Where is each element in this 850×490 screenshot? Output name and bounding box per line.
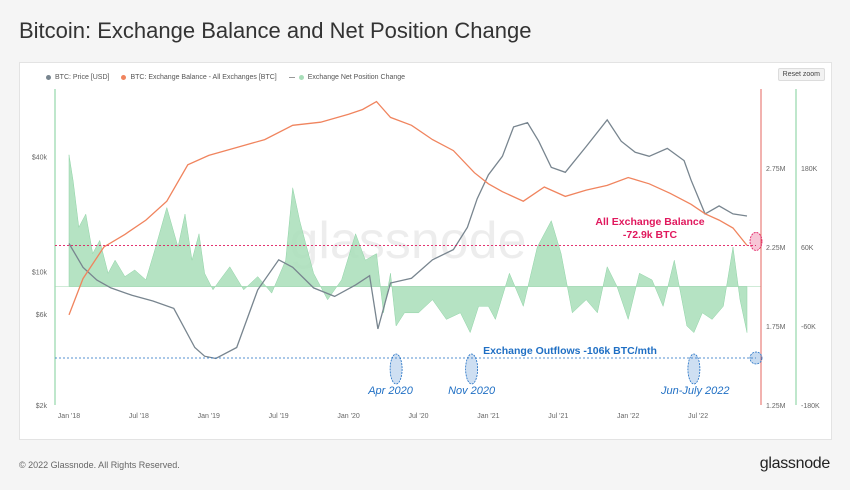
y-netpos-tick-label: -180K (801, 403, 820, 410)
legend-netpos-marker (288, 76, 295, 78)
y-netpos-tick-label: -60K (801, 324, 816, 331)
price-line (68, 118, 748, 360)
x-tick-label: Jan '21 (477, 413, 499, 420)
x-tick-label: Jul '18 (129, 413, 149, 420)
chart-card: glassnode Jan '18 Jul '18 Jan '19 Jul '19 Jan… (19, 62, 832, 440)
balance-annotation-line1: All Exchange Balance (595, 216, 704, 228)
x-tick-label: Jul '21 (548, 413, 568, 420)
x-tick-label: Jan '20 (337, 413, 359, 420)
y-netpos-tick-label: 60K (801, 245, 814, 252)
y-left-tick-label: $6k (36, 312, 48, 319)
netpos-area (68, 154, 748, 334)
legend-netpos-swatch (298, 74, 304, 80)
footer-copyright: © 2022 Glassnode. All Rights Reserved. (19, 460, 180, 470)
legend-item-price[interactable]: BTC: Price [USD] (46, 74, 109, 81)
y-balance-tick-label: 1.75M (766, 324, 786, 331)
period-highlight-ellipse (389, 353, 403, 385)
period-label: Apr 2020 (367, 385, 414, 397)
y-balance-tick-label: 2.25M (766, 245, 786, 252)
x-tick-label: Jan '19 (198, 413, 220, 420)
y-balance-tick-label: 2.75M (766, 166, 786, 173)
y-left-tick-label: $2k (36, 403, 48, 410)
period-highlight-ellipse (687, 353, 701, 385)
period-label: Nov 2020 (448, 385, 496, 397)
balance-line (68, 100, 748, 316)
x-tick-label: Jan '18 (58, 413, 80, 420)
outflow-annotation-label: Exchange Outflows -106k BTC/mth (483, 345, 657, 357)
balance-highlight-ellipse (749, 232, 763, 251)
legend-price-label: BTC: Price [USD] (55, 73, 110, 81)
y-left-tick-label: $10k (32, 269, 48, 276)
legend-item-netpos[interactable]: Exchange Net Position Change (288, 73, 406, 81)
balance-annotation-line2: -72.9k BTC (623, 229, 678, 241)
x-tick-label: Jul '20 (408, 413, 428, 420)
legend-balance-label: BTC: Exchange Balance - All Exchanges [B… (130, 73, 277, 81)
x-tick-label: Jul '22 (688, 413, 708, 420)
legend-balance-marker (121, 74, 127, 80)
y-balance-tick-label: 1.25M (766, 403, 786, 410)
legend-netpos-label: Exchange Net Position Change (307, 73, 406, 81)
x-tick-label: Jul '19 (269, 413, 289, 420)
footer-logo: glassnode (759, 455, 831, 472)
chart-legend: BTC: Price [USD] BTC: Exchange Balance -… (46, 70, 405, 84)
legend-item-balance[interactable]: BTC: Exchange Balance - All Exchanges [B… (121, 73, 277, 81)
period-label: Jun-July 2022 (660, 385, 730, 397)
period-highlight-ellipse (465, 353, 479, 385)
x-tick-label: Jan '22 (617, 413, 639, 420)
watermark: glassnode (289, 212, 526, 270)
y-netpos-tick-label: 180K (801, 166, 818, 173)
chart-canvas[interactable]: glassnode Jan '18 Jul '18 Jan '19 Jul '19 Jan… (20, 63, 831, 439)
page-title: Bitcoin: Exchange Balance and Net Positi… (19, 18, 532, 43)
reset-zoom-button[interactable]: Reset zoom (777, 68, 825, 81)
outflow-highlight-ellipse (749, 351, 763, 365)
y-left-tick-label: $40k (32, 154, 48, 161)
legend-price-marker (46, 74, 51, 80)
